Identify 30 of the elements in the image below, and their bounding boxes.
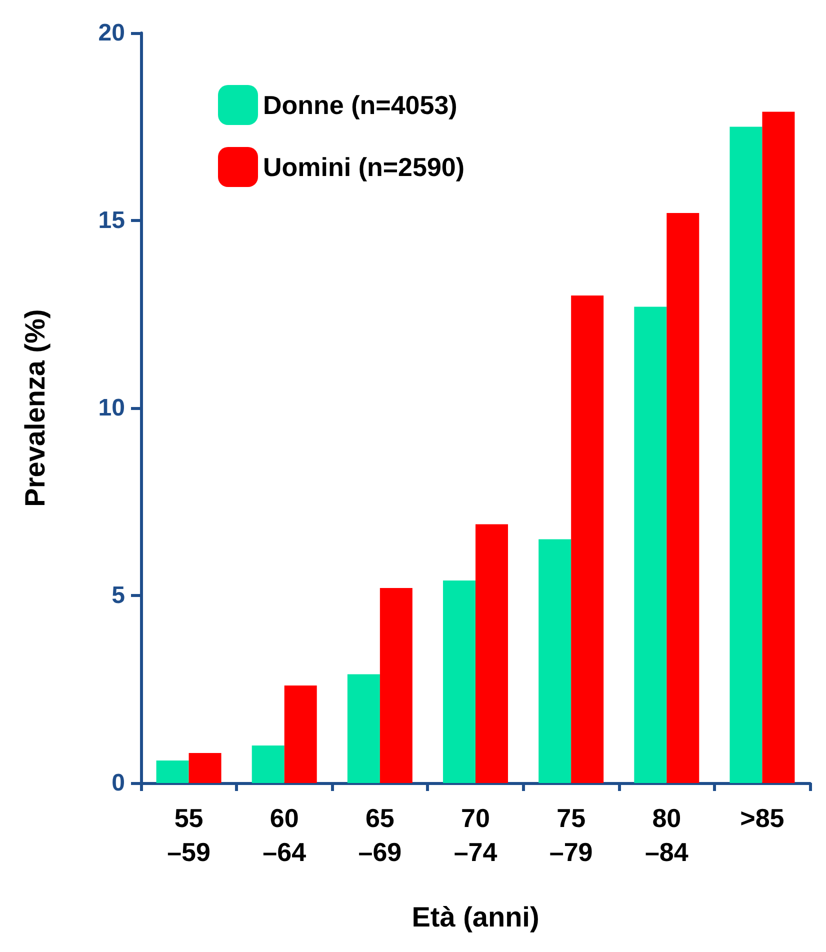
y-tick-label: 20 xyxy=(98,20,125,46)
x-tick-label: 75 –79 xyxy=(549,803,593,867)
x-tick-label: 60 –64 xyxy=(262,803,307,867)
bar xyxy=(156,760,189,783)
bar xyxy=(730,126,762,783)
y-tick-label: 10 xyxy=(98,394,125,422)
x-tick-label: 70 –74 xyxy=(454,803,498,867)
x-tick-label: >85 xyxy=(740,803,784,833)
x-tick-label: 55 –59 xyxy=(167,803,210,867)
y-axis-title: Prevalenza (%) xyxy=(20,309,50,507)
bar xyxy=(634,306,667,783)
y-tick-label: 0 xyxy=(112,770,125,796)
bar xyxy=(666,213,700,783)
bar xyxy=(538,539,572,783)
bar xyxy=(347,674,380,783)
bar xyxy=(284,686,317,783)
x-tick-label: 65 –69 xyxy=(358,803,402,867)
bar xyxy=(762,112,795,783)
legend-label: Donne (n=4053) xyxy=(263,90,458,120)
bar xyxy=(188,753,222,783)
bar xyxy=(252,746,284,783)
bar xyxy=(571,296,604,783)
x-axis-title: Età (anni) xyxy=(412,902,540,932)
bar xyxy=(380,588,412,783)
bar xyxy=(476,524,508,783)
y-tick-label: 5 xyxy=(112,582,125,609)
legend-label: Uomini (n=2590) xyxy=(263,152,465,182)
x-tick-label: 80 –84 xyxy=(644,803,689,867)
bar xyxy=(443,580,476,783)
y-tick-label: 15 xyxy=(98,207,125,234)
